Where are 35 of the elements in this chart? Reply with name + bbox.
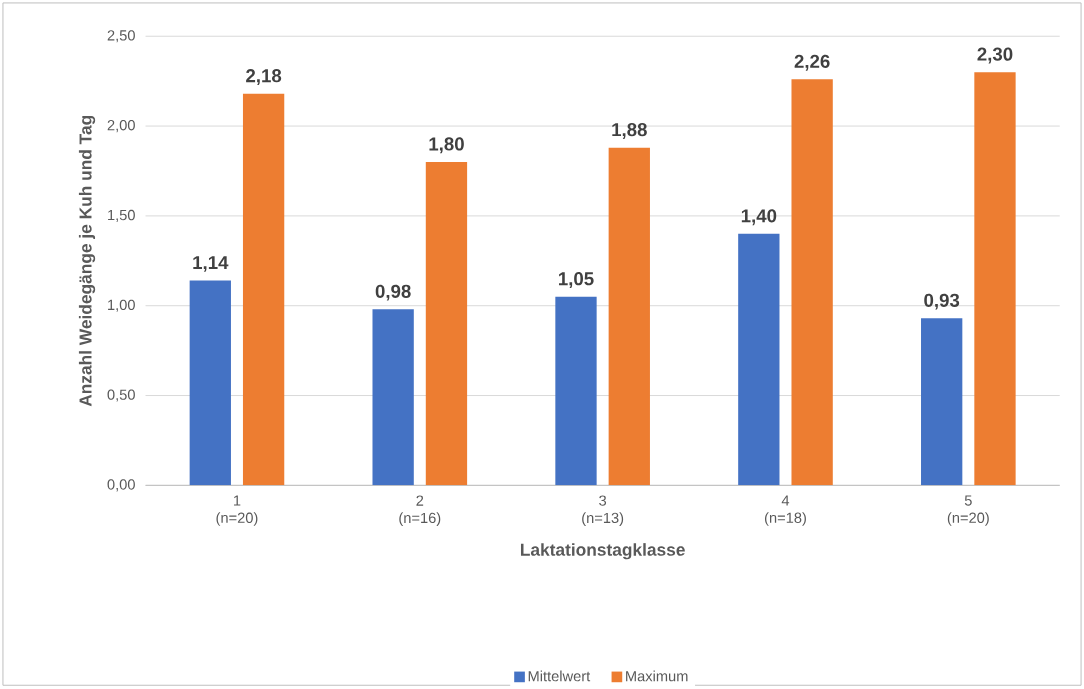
data-label: 1,14: [193, 256, 229, 273]
bar: [608, 147, 650, 486]
x-tick-label: 2 (n=16): [399, 495, 441, 527]
data-label: 1,88: [612, 123, 647, 140]
y-tick-label: 2,50: [107, 30, 135, 43]
legend-label: Maximum: [626, 670, 688, 682]
data-label: 0,93: [924, 293, 960, 310]
data-label: 2,26: [794, 54, 830, 71]
data-label: 0,98: [375, 284, 411, 301]
x-tick-label: 3 (n=13): [582, 495, 624, 527]
x-tick-label: 5 (n=20): [947, 495, 989, 527]
bar: [974, 72, 1016, 486]
data-label: 1,05: [559, 272, 594, 289]
x-tick-label: 4 (n=18): [764, 495, 806, 527]
y-tick-label: 0,00: [107, 479, 135, 492]
bar: [555, 296, 597, 486]
bar: [189, 280, 231, 486]
legend-label: Mittelwert: [528, 670, 591, 682]
y-tick-label: 2,00: [107, 120, 135, 133]
y-tick-label: 0,50: [107, 389, 135, 402]
y-axis-title: Anzahl Weidegänge je Kuh und Tag: [78, 116, 96, 407]
bar: [921, 318, 963, 486]
data-label: 2,30: [977, 47, 1013, 64]
x-axis-title: Laktationstagklasse: [520, 543, 685, 560]
data-label: 2,18: [246, 69, 282, 86]
x-tick-label: 1 (n=20): [216, 495, 258, 527]
bar: [791, 79, 833, 486]
data-label: 1,80: [429, 137, 464, 154]
bar: [425, 162, 468, 486]
y-tick-label: 1,50: [108, 210, 135, 223]
data-label: 1,40: [741, 209, 777, 226]
bar: [738, 234, 780, 486]
y-tick-label: 1,00: [108, 299, 135, 312]
bar: [242, 93, 285, 486]
bar: [372, 309, 414, 486]
